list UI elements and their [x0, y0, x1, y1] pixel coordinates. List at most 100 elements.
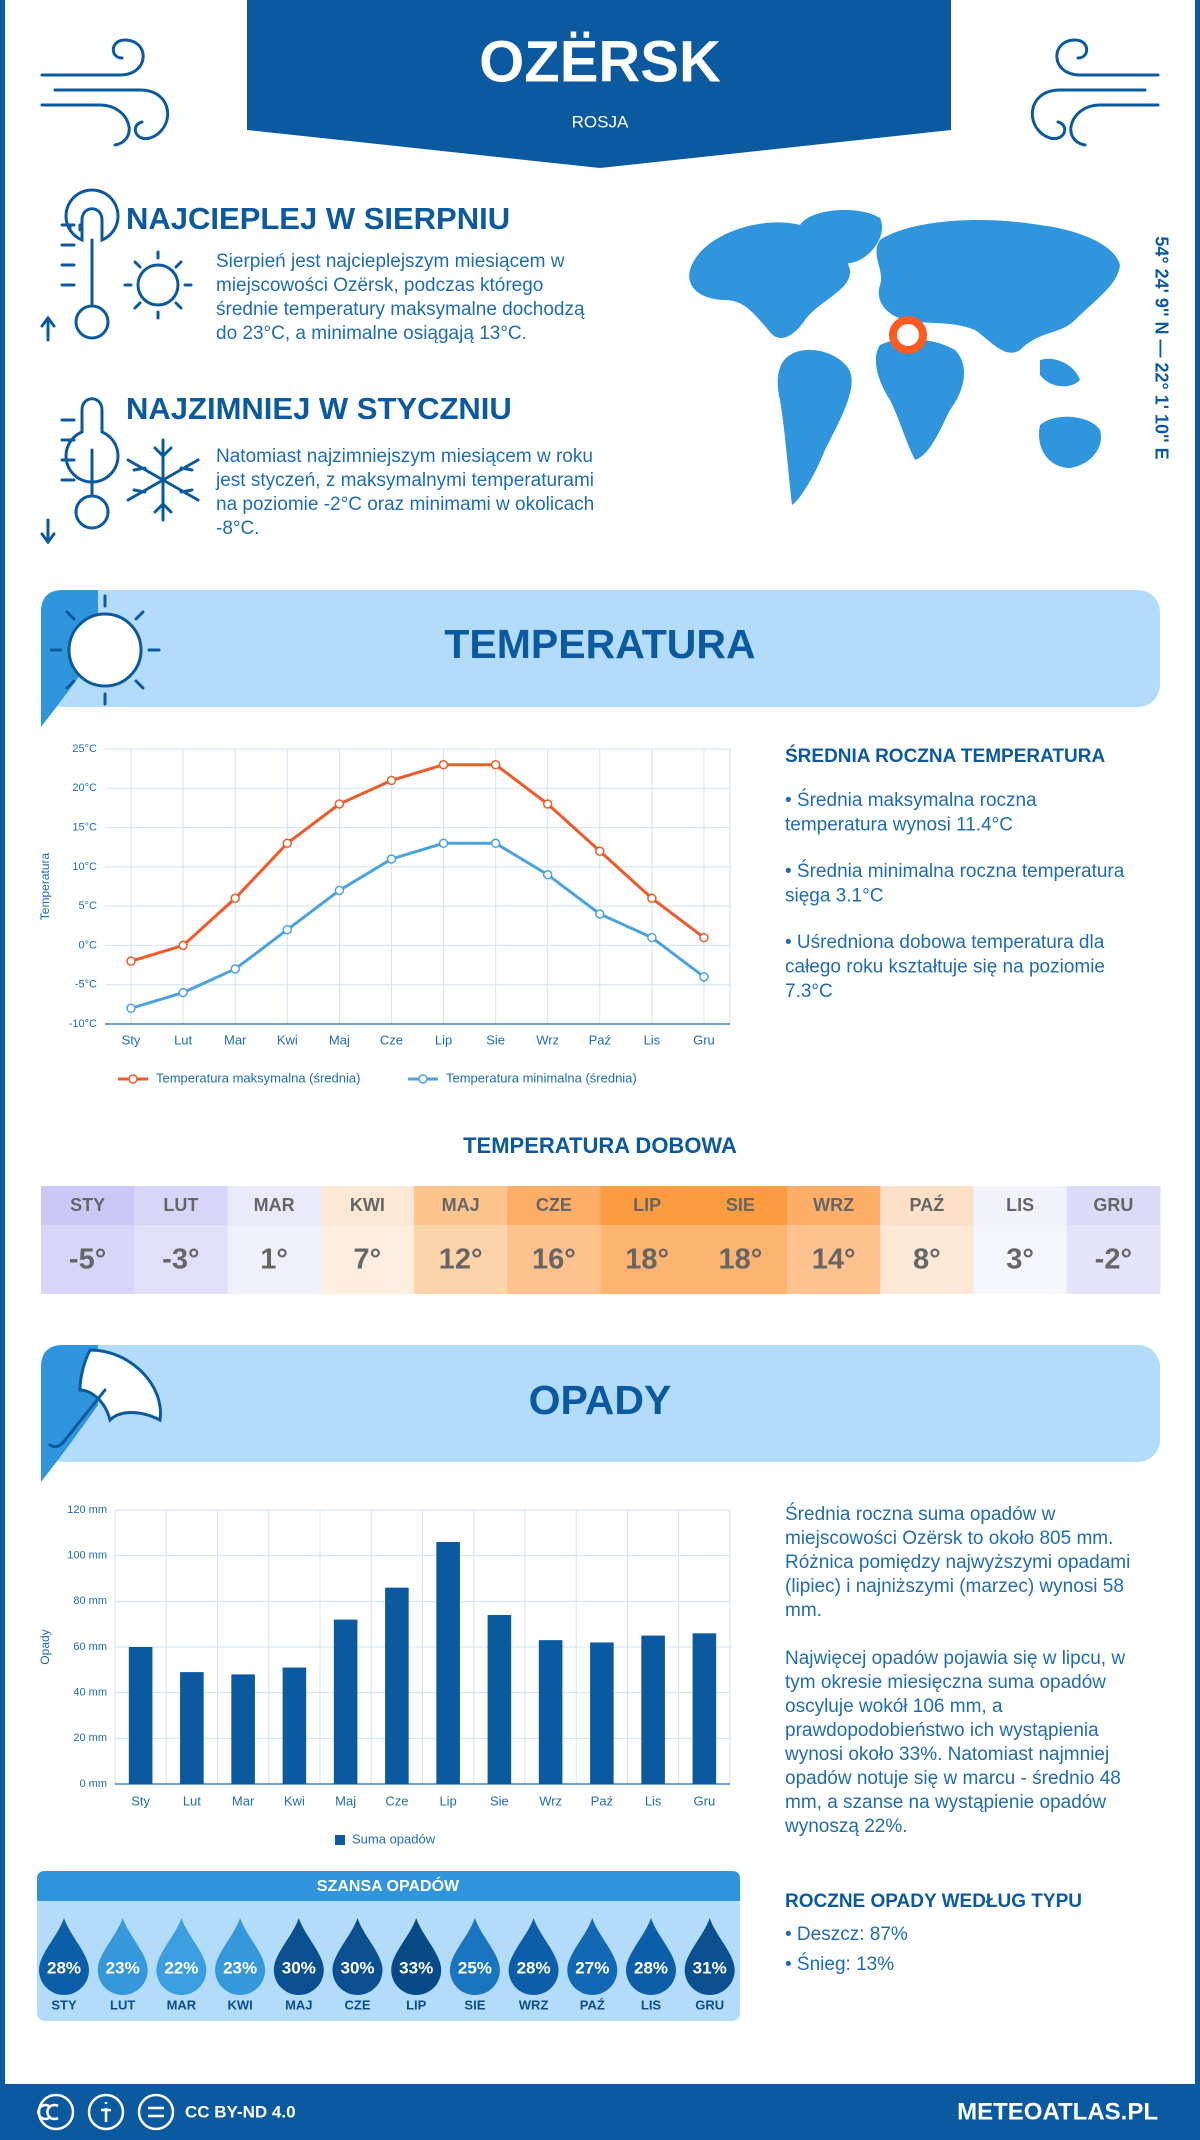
summary-title: ŚREDNIA ROCZNA TEMPERATURA — [785, 745, 1105, 767]
chance-month: GRU — [695, 1997, 724, 2012]
chance-month: STY — [51, 1997, 77, 2012]
table-value-cell — [973, 1225, 1068, 1294]
rain-drop — [156, 1918, 207, 1995]
x-tick-label: Sty — [122, 1032, 141, 1047]
chance-month: WRZ — [519, 1997, 549, 2012]
precip-paragraph: Różnica pomiędzy najwyższymi opadami — [785, 1552, 1130, 1573]
umbrella-icon — [48, 1348, 162, 1449]
table-value-cell — [1066, 1225, 1161, 1294]
table-value-tint — [41, 1225, 135, 1294]
precip-paragraph: wynosi około 33%. Natomiast najmniej — [784, 1744, 1109, 1765]
bar — [282, 1667, 307, 1784]
precip-paragraph: wynoszą 22%. — [784, 1816, 908, 1837]
rain-drop — [273, 1918, 324, 1995]
y-tick-label: -10°C — [69, 1018, 97, 1030]
table-month: LIP — [633, 1195, 661, 1215]
warmest-text: Sierpień jest najcieplejszym miesiącem w — [216, 251, 565, 272]
license-icons — [37, 2093, 175, 2131]
y-tick-label: 10°C — [72, 861, 97, 873]
header-band — [247, 0, 951, 168]
table-value: 7° — [354, 1244, 382, 1276]
chance-value: 23% — [223, 1958, 257, 1977]
rain-drop — [684, 1918, 735, 1995]
chance-month: KWI — [227, 1997, 252, 2012]
x-tick-label: Paź — [589, 1032, 611, 1047]
chance-value: 25% — [458, 1958, 492, 1977]
precip-paragraph: mm, a szanse na wystąpienie opadów — [785, 1792, 1106, 1813]
bar — [538, 1640, 563, 1784]
data-point — [438, 759, 449, 770]
bar — [436, 1541, 460, 1784]
data-point — [438, 838, 449, 849]
legend-marker — [418, 1074, 428, 1084]
thermometer-cold-icon — [40, 397, 200, 545]
series-line — [130, 841, 705, 1010]
coldest-text: Natomiast najzimniejszym miesiącem w rok… — [216, 446, 593, 467]
y-tick-label: 80 mm — [73, 1595, 107, 1607]
summary-bullet: całego roku kształtuje się na poziomie — [785, 957, 1105, 978]
data-point — [334, 799, 345, 809]
table-header-cell — [41, 1186, 135, 1225]
rain-drop — [449, 1918, 500, 1996]
bar — [487, 1615, 512, 1784]
warmest-title: NAJCIEPLEJ W SIERPNIU — [126, 201, 510, 236]
table-month: PAŹ — [910, 1194, 945, 1215]
data-point — [126, 1003, 136, 1014]
table-month: MAJ — [442, 1195, 480, 1215]
table-value: 18° — [718, 1244, 762, 1276]
table-month: STY — [70, 1195, 105, 1215]
table-value: 14° — [812, 1244, 856, 1276]
x-tick-label: Cze — [380, 1032, 403, 1047]
data-point — [282, 924, 293, 935]
summary-bullet: 7.3°C — [785, 981, 833, 1002]
rain-drop — [332, 1918, 383, 1995]
section-title: OPADY — [529, 1377, 672, 1423]
x-tick-label: Mar — [224, 1032, 247, 1047]
table-value-tint — [973, 1225, 1068, 1294]
table-header-cell — [880, 1186, 974, 1225]
chance-month: CZE — [345, 1997, 371, 2012]
x-tick-label: Sie — [490, 1793, 509, 1808]
table-value-tint — [227, 1225, 322, 1294]
rain-drop — [39, 1918, 89, 1995]
table-month: MAR — [254, 1195, 295, 1215]
table-value-tint — [600, 1225, 695, 1294]
summary-bullet: • Średnia maksymalna roczna — [785, 789, 1037, 811]
table-value-cell — [320, 1225, 415, 1294]
table-value: 16° — [532, 1244, 576, 1276]
x-tick-label: Paź — [591, 1793, 613, 1808]
data-point — [490, 759, 501, 770]
section-banner — [41, 1345, 1160, 1462]
table-header-cell — [134, 1186, 228, 1225]
data-point — [178, 940, 188, 951]
rain-drop — [626, 1918, 676, 1995]
y-tick-label: 5°C — [79, 900, 98, 912]
legend-marker — [128, 1074, 138, 1084]
summary-bullet: • Uśredniona dobowa temperatura dla — [785, 932, 1105, 953]
data-point — [699, 972, 709, 982]
table-month: GRU — [1093, 1195, 1133, 1215]
table-value-cell — [414, 1225, 508, 1294]
data-point — [542, 869, 553, 880]
bar — [641, 1635, 665, 1784]
x-tick-label: Kwi — [284, 1793, 305, 1808]
license: CC BY-ND 4.0 — [185, 2102, 296, 2121]
table-header-cell — [600, 1186, 695, 1225]
y-tick-label: 40 mm — [73, 1687, 107, 1699]
data-point — [126, 956, 136, 966]
x-tick-label: Lut — [183, 1793, 201, 1808]
precip-paragraph: opadów notuje się w marcu - średnio 48 — [785, 1768, 1121, 1789]
table-title: TEMPERATURA DOBOWA — [463, 1133, 737, 1158]
table-month: LIS — [1006, 1195, 1034, 1215]
chance-month: LIS — [641, 1997, 662, 2012]
summary-bullet: sięga 3.1°C — [785, 886, 883, 907]
x-tick-label: Maj — [335, 1793, 356, 1808]
table-month: WRZ — [813, 1195, 854, 1215]
x-tick-label: Kwi — [277, 1032, 298, 1047]
table-month: CZE — [536, 1195, 572, 1215]
table-value-tint — [787, 1225, 881, 1294]
table-header-cell — [1066, 1186, 1161, 1225]
y-axis-label: Temperatura — [38, 852, 52, 920]
precip-type: • Śnieg: 13% — [785, 1953, 894, 1975]
